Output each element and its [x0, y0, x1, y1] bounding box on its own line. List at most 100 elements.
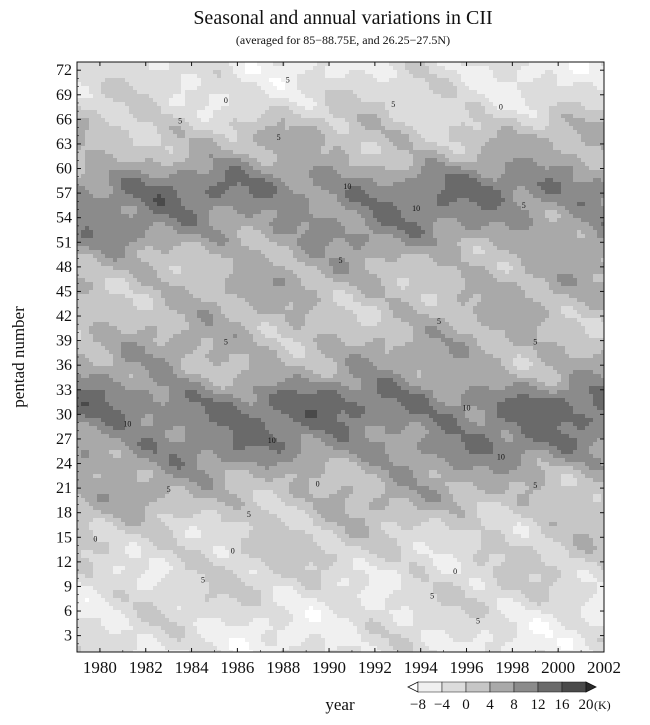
field-cell — [333, 114, 338, 119]
field-cell — [369, 198, 374, 203]
field-cell — [401, 126, 406, 131]
field-cell — [429, 194, 434, 199]
field-cell — [309, 206, 314, 211]
field-cell — [257, 182, 262, 187]
field-cell — [105, 78, 110, 83]
field-cell — [505, 102, 510, 107]
field-cell — [105, 166, 110, 171]
field-cell — [237, 122, 242, 127]
field-cell — [497, 202, 502, 207]
field-cell — [205, 206, 210, 211]
field-cell — [433, 210, 438, 215]
field-cell — [177, 150, 182, 155]
field-cell — [157, 114, 162, 119]
field-cell — [421, 154, 426, 159]
field-cell — [221, 174, 226, 179]
field-cell — [197, 110, 202, 115]
field-cell — [253, 62, 258, 67]
field-cell — [549, 126, 554, 131]
field-cell — [501, 110, 506, 115]
field-cell — [393, 130, 398, 135]
field-cell — [345, 198, 350, 203]
field-cell — [293, 134, 298, 139]
field-cell — [129, 178, 134, 183]
field-cell — [149, 78, 154, 83]
field-cell — [497, 154, 502, 159]
field-cell — [345, 130, 350, 135]
field-cell — [105, 158, 110, 163]
field-cell — [177, 114, 182, 119]
field-cell — [461, 66, 466, 71]
field-cell — [273, 134, 278, 139]
field-cell — [553, 130, 558, 135]
field-cell — [581, 138, 586, 143]
field-cell — [97, 130, 102, 135]
field-cell — [533, 106, 538, 111]
field-cell — [377, 118, 382, 123]
field-cell — [173, 74, 178, 79]
field-cell — [285, 134, 290, 139]
field-cell — [89, 142, 94, 147]
field-cell — [433, 162, 438, 167]
field-cell — [145, 70, 150, 75]
field-cell — [273, 142, 278, 147]
field-cell — [189, 114, 194, 119]
field-cell — [349, 118, 354, 123]
field-cell — [425, 94, 430, 99]
field-cell — [397, 186, 402, 191]
field-cell — [373, 182, 378, 187]
field-cell — [129, 94, 134, 99]
field-cell — [465, 170, 470, 175]
field-cell — [241, 162, 246, 167]
field-cell — [513, 126, 518, 131]
field-cell — [593, 90, 598, 95]
field-cell — [401, 102, 406, 107]
field-cell — [237, 198, 242, 203]
field-cell — [333, 198, 338, 203]
field-cell — [229, 114, 234, 119]
field-cell — [533, 138, 538, 143]
field-cell — [249, 166, 254, 171]
field-cell — [373, 142, 378, 147]
field-cell — [229, 94, 234, 99]
field-cell — [149, 138, 154, 143]
field-cell — [513, 118, 518, 123]
field-cell — [145, 142, 150, 147]
field-cell — [349, 110, 354, 115]
field-cell — [173, 194, 178, 199]
field-cell — [121, 118, 126, 123]
field-cell — [445, 94, 450, 99]
field-cell — [557, 66, 562, 71]
field-cell — [365, 70, 370, 75]
field-cell — [561, 94, 566, 99]
field-cell — [525, 66, 530, 71]
field-cell — [485, 122, 490, 127]
field-cell — [253, 94, 258, 99]
field-cell — [497, 210, 502, 215]
field-cell — [213, 126, 218, 131]
field-cell — [101, 198, 106, 203]
field-cell — [357, 170, 362, 175]
field-cell — [269, 198, 274, 203]
field-cell — [177, 202, 182, 207]
field-cell — [153, 78, 158, 83]
field-cell — [441, 114, 446, 119]
field-cell — [537, 122, 542, 127]
field-cell — [205, 78, 210, 83]
field-cell — [121, 86, 126, 91]
field-cell — [109, 194, 114, 199]
field-cell — [85, 102, 90, 107]
field-cell — [433, 126, 438, 131]
field-cell — [349, 86, 354, 91]
field-cell — [317, 122, 322, 127]
field-cell — [465, 74, 470, 79]
field-cell — [97, 178, 102, 183]
field-cell — [589, 98, 594, 103]
field-cell — [349, 62, 354, 67]
field-cell — [449, 106, 454, 111]
field-cell — [133, 202, 138, 207]
field-cell — [409, 174, 414, 179]
field-cell — [393, 170, 398, 175]
field-cell — [81, 130, 86, 135]
field-cell — [333, 70, 338, 75]
